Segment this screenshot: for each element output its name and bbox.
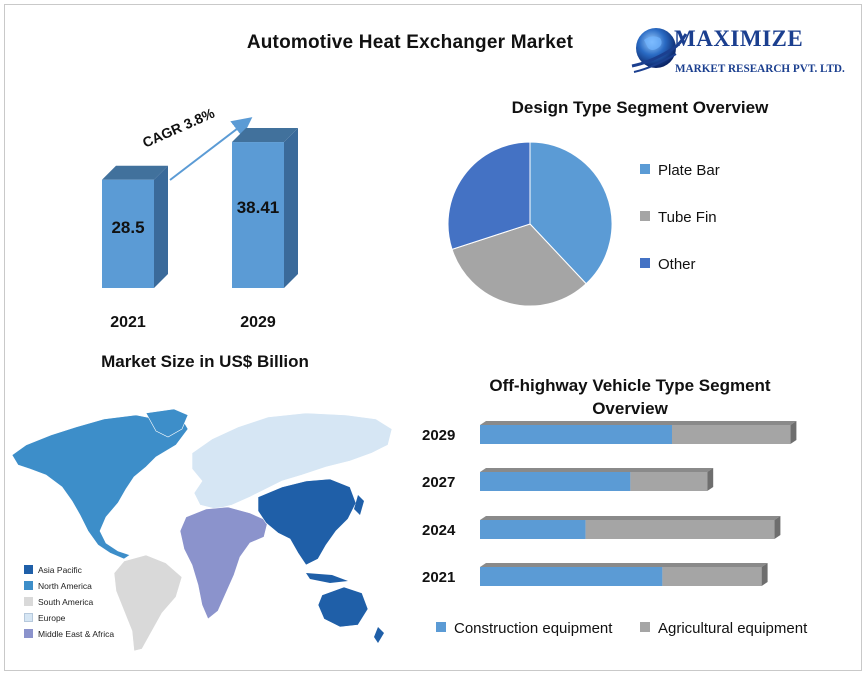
legend-swatch: [640, 258, 650, 268]
bar: [102, 179, 154, 288]
legend-label: Plate Bar: [658, 162, 720, 179]
bar-top-face: [480, 563, 768, 567]
legend-swatch: [640, 622, 650, 632]
bar-segment: [480, 425, 672, 444]
bar-legend-item: Construction equipment: [436, 620, 612, 637]
map-greenland: [145, 408, 189, 438]
globe-icon: [631, 28, 688, 73]
map-south-america: [113, 554, 183, 652]
legend-swatch: [640, 211, 650, 221]
bar-side-face: [790, 421, 797, 444]
legend-label: Agricultural equipment: [658, 620, 808, 637]
bar-side-face: [707, 468, 714, 491]
map-middle-east-africa: [179, 506, 269, 620]
bar-segment: [480, 567, 663, 586]
logo-wordmark: MAXIMIZE: [674, 26, 804, 51]
pie-slice: [451, 223, 587, 307]
off-highway-bar-chart: [480, 421, 797, 586]
pie-slice: [447, 141, 531, 250]
bar-side-face: [154, 165, 168, 288]
bar-category-label: 2029: [240, 314, 276, 331]
bar-segment: [630, 472, 708, 491]
company-logo: MAXIMIZE MARKET RESEARCH PVT. LTD.: [630, 22, 860, 84]
bar-data-label: 38.41: [236, 197, 280, 217]
bar-segment: [480, 520, 586, 539]
legend-swatch: [436, 622, 446, 632]
bar-legend-item: Agricultural equipment: [640, 620, 807, 637]
bar-top-face: [232, 128, 298, 143]
map-legend-item: South America: [24, 596, 114, 612]
pie-slice: [529, 141, 613, 285]
legend-swatch: [640, 164, 650, 174]
map-north-america: [11, 414, 189, 560]
pie-legend-item: Other: [640, 256, 696, 273]
bar-side-face: [761, 563, 768, 586]
cagr-arrow: [169, 117, 253, 181]
map-new-zealand: [374, 627, 384, 643]
market-size-chart: [102, 117, 298, 288]
regional-world-map: [11, 408, 393, 652]
bar-category-label: 2029: [422, 427, 456, 444]
map-legend-item: Europe: [24, 612, 114, 628]
map-legend-item: North America: [24, 580, 114, 596]
map-japan: [354, 495, 364, 515]
bar-top-face: [480, 516, 781, 520]
bar-category-label: 2027: [422, 474, 456, 491]
off-highway-title: Off-highway Vehicle Type Segment Overvie…: [489, 376, 771, 418]
bar-top-face: [480, 421, 797, 425]
legend-label: Other: [658, 256, 696, 273]
pie-legend-item: Plate Bar: [640, 162, 720, 179]
legend-label: Construction equipment: [454, 620, 613, 637]
bar-category-label: 2021: [422, 569, 456, 586]
bar-category-label: 2021: [110, 314, 146, 331]
design-type-title: Design Type Segment Overview: [511, 98, 769, 117]
bar-segment: [480, 472, 631, 491]
map-asia-pacific: [257, 478, 357, 566]
map-legend: Asia Pacific North America South America…: [24, 564, 114, 644]
bar-segment: [672, 425, 791, 444]
map-legend-item: Middle East & Africa: [24, 628, 114, 644]
map-europe: [191, 412, 393, 510]
page-title: Automotive Heat Exchanger Market: [246, 32, 574, 53]
legend-label: Tube Fin: [658, 209, 717, 226]
infographic-frame: [4, 4, 862, 671]
bar-segment: [585, 520, 775, 539]
market-size-axis-label: Market Size in US$ Billion: [101, 352, 309, 371]
logo-subtitle: MARKET RESEARCH PVT. LTD.: [675, 63, 845, 75]
bar-side-face: [284, 128, 298, 288]
bar: [232, 142, 284, 288]
bar-top-face: [480, 468, 714, 472]
map-australia: [317, 586, 369, 628]
bar-segment: [662, 567, 762, 586]
map-indonesia: [306, 573, 348, 583]
bar-data-label: 28.5: [111, 218, 145, 238]
bar-top-face: [102, 165, 168, 180]
pie-legend-item: Tube Fin: [640, 209, 717, 226]
map-legend-item: Asia Pacific: [24, 564, 114, 580]
bar-side-face: [774, 516, 781, 539]
bar-category-label: 2024: [422, 522, 456, 539]
design-type-pie-chart: [447, 141, 613, 307]
